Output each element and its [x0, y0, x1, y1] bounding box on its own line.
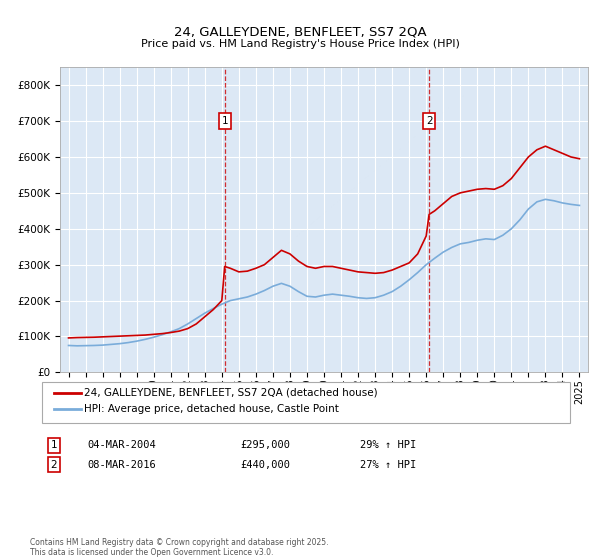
Text: £295,000: £295,000 [240, 440, 290, 450]
Text: 24, GALLEYDENE, BENFLEET, SS7 2QA (detached house): 24, GALLEYDENE, BENFLEET, SS7 2QA (detac… [84, 388, 377, 398]
Text: Contains HM Land Registry data © Crown copyright and database right 2025.
This d: Contains HM Land Registry data © Crown c… [30, 538, 329, 557]
Text: 1: 1 [50, 440, 58, 450]
Text: Price paid vs. HM Land Registry's House Price Index (HPI): Price paid vs. HM Land Registry's House … [140, 39, 460, 49]
Text: 08-MAR-2016: 08-MAR-2016 [87, 460, 156, 470]
Text: 1: 1 [221, 116, 228, 126]
Text: 2: 2 [50, 460, 58, 470]
Text: 2: 2 [426, 116, 433, 126]
Text: 29% ↑ HPI: 29% ↑ HPI [360, 440, 416, 450]
Text: £440,000: £440,000 [240, 460, 290, 470]
Text: HPI: Average price, detached house, Castle Point: HPI: Average price, detached house, Cast… [84, 404, 339, 414]
Text: 27% ↑ HPI: 27% ↑ HPI [360, 460, 416, 470]
Text: 04-MAR-2004: 04-MAR-2004 [87, 440, 156, 450]
Text: 24, GALLEYDENE, BENFLEET, SS7 2QA: 24, GALLEYDENE, BENFLEET, SS7 2QA [173, 25, 427, 38]
